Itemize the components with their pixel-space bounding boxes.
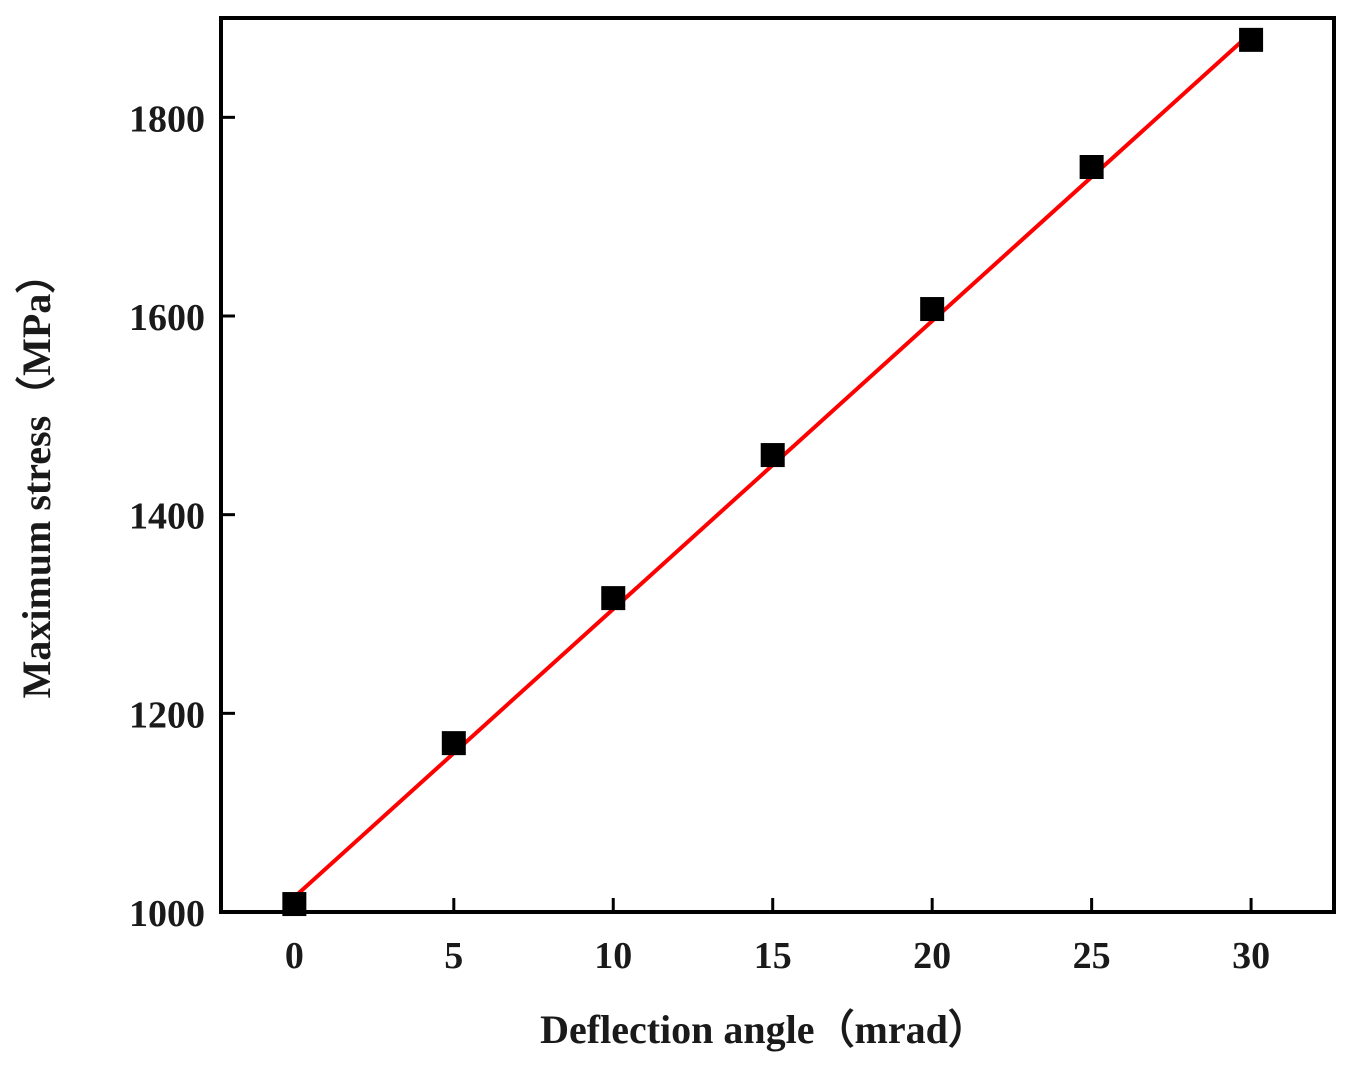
data-point bbox=[1239, 27, 1264, 52]
plot-frame bbox=[219, 16, 1336, 914]
data-point bbox=[441, 731, 466, 756]
x-tick-label: 25 bbox=[1073, 935, 1111, 977]
y-axis-title: Maximum stress（MPa） bbox=[14, 254, 59, 699]
data-point bbox=[601, 586, 626, 611]
x-tick-label: 30 bbox=[1232, 935, 1270, 977]
y-tick-label: 1000 bbox=[129, 893, 205, 935]
x-tick-label: 10 bbox=[594, 935, 632, 977]
y-tick-label: 1600 bbox=[129, 297, 205, 339]
ticks-layer: 0 5 10 15 20 25 30 1000 1200 1400 1600 1800 bbox=[129, 98, 1270, 977]
x-tick-label: 5 bbox=[444, 935, 463, 977]
data-point bbox=[920, 297, 945, 322]
y-tick-label: 1200 bbox=[129, 694, 205, 736]
data-points-layer bbox=[282, 27, 1264, 917]
x-axis-title: Deflection angle（mrad） bbox=[540, 1007, 988, 1052]
y-tick-label: 1400 bbox=[129, 496, 205, 538]
x-tick-label: 15 bbox=[754, 935, 792, 977]
x-tick-label: 0 bbox=[285, 935, 304, 977]
data-point bbox=[1079, 155, 1104, 179]
x-tick-label: 20 bbox=[913, 935, 951, 977]
data-point bbox=[760, 443, 785, 468]
y-tick-label: 1800 bbox=[129, 98, 205, 140]
